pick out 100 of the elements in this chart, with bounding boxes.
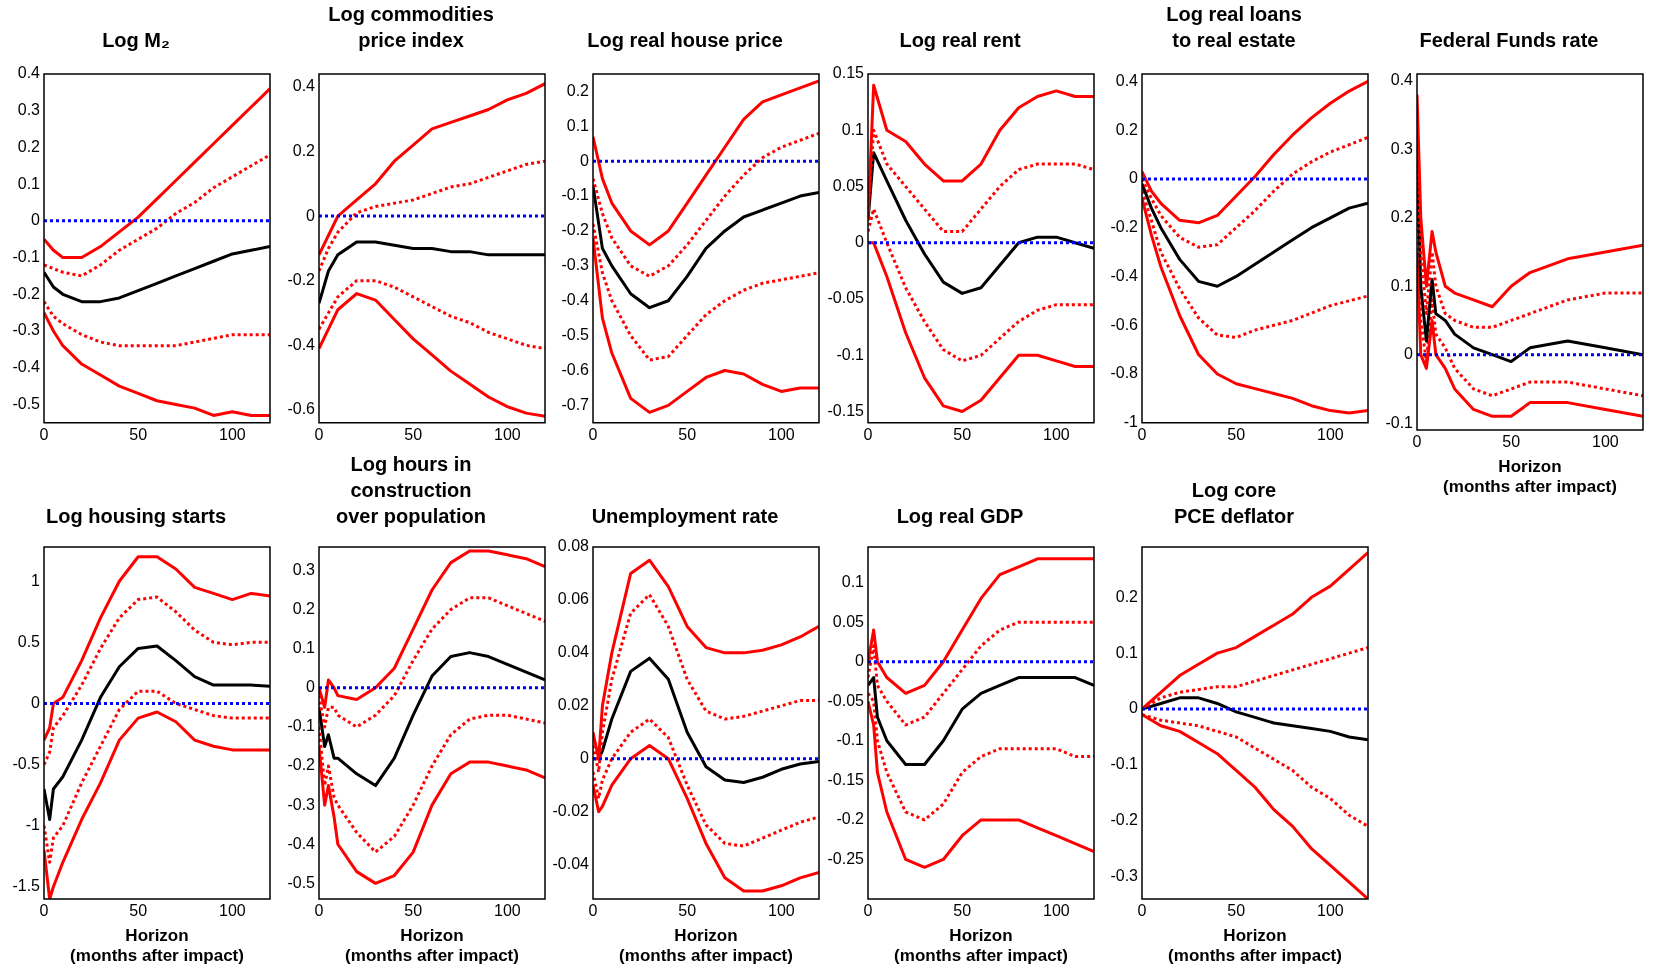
y-tick-label: 0.4 [1115, 71, 1139, 89]
y-tick-label: -0.2 [286, 756, 315, 774]
chart-title: Log housing starts [46, 504, 226, 527]
y-tick-label: -1 [25, 816, 41, 834]
y-tick-label: 0.2 [292, 141, 315, 159]
chart-title: Log commodities price index [327, 2, 494, 51]
y-tick-label: -0.1 [12, 247, 41, 265]
y-tick-label: -0.05 [827, 691, 864, 709]
y-tick-label: 0 [305, 206, 315, 224]
x-tick-label: 50 [952, 902, 971, 920]
x-tick-label: 100 [218, 902, 246, 920]
x-tick-label: 50 [403, 425, 422, 443]
y-tick-label: 0 [1129, 169, 1139, 187]
y-tick-label: -0.2 [1110, 811, 1139, 829]
y-tick-label: -0.15 [827, 401, 864, 419]
y-tick-label: -0.6 [286, 400, 315, 418]
y-tick-label: -0.6 [1110, 315, 1139, 333]
chart-title: Log real GDP [896, 504, 1023, 527]
y-tick-label: 0.2 [1115, 120, 1139, 138]
y-tick-label: 0.06 [557, 590, 590, 608]
y-tick-label: -0.1 [835, 345, 864, 363]
y-tick-label: 0.1 [1390, 276, 1413, 294]
y-tick-label: 0.04 [557, 643, 590, 661]
y-tick-label: 0 [580, 749, 590, 767]
y-tick-label: 0.08 [557, 537, 590, 555]
x-tick-label: 50 [952, 425, 971, 443]
y-tick-label: 0.4 [292, 77, 315, 95]
y-tick-label: -0.1 [561, 186, 590, 204]
y-tick-label: 0.5 [17, 632, 41, 650]
x-axis-title: Horizon (months after impact) [344, 926, 519, 966]
y-tick-label: -0.2 [12, 284, 41, 302]
y-tick-label: 0 [854, 233, 864, 251]
y-tick-label: 0.2 [17, 137, 41, 155]
x-tick-label: 50 [129, 425, 148, 443]
chart-title: Log real house price [587, 28, 783, 51]
y-tick-label: -0.1 [1110, 755, 1139, 773]
y-tick-label: -0.1 [286, 717, 315, 735]
y-tick-label: -0.3 [12, 321, 41, 339]
y-tick-label: 0 [1129, 699, 1139, 717]
y-tick-label: -0.25 [827, 849, 864, 867]
x-tick-label: 50 [1227, 425, 1246, 443]
y-tick-label: -0.4 [286, 834, 315, 852]
chart-title: Log real rent [898, 28, 1021, 51]
y-tick-label: -0.15 [827, 770, 864, 788]
chart-title: Log core PCE deflator [1173, 478, 1295, 527]
y-tick-label: -0.2 [835, 810, 864, 828]
x-tick-label: 50 [678, 425, 697, 443]
y-tick-label: 0.2 [1390, 208, 1413, 226]
y-tick-label: -0.4 [1110, 266, 1139, 284]
y-tick-label: 0.1 [292, 639, 315, 657]
y-tick-label: -0.1 [835, 731, 864, 749]
y-tick-label: 0.2 [566, 81, 590, 99]
y-tick-label: -0.4 [561, 291, 590, 309]
x-axis-title: Horizon (months after impact) [1168, 926, 1342, 966]
x-tick-label: 100 [767, 425, 795, 443]
y-tick-label: -0.4 [12, 358, 41, 376]
x-tick-label: 100 [1316, 425, 1344, 443]
y-tick-label: 0.3 [292, 560, 315, 578]
y-tick-label: -0.3 [561, 256, 590, 274]
chart-title: Unemployment rate [591, 504, 779, 527]
y-tick-label: -0.05 [827, 289, 864, 307]
y-tick-label: -0.4 [286, 335, 315, 353]
y-tick-label: 0 [1403, 345, 1413, 363]
x-axis-title: Horizon (months after impact) [619, 926, 793, 966]
y-tick-label: -0.5 [12, 394, 41, 412]
x-tick-label: 50 [1501, 433, 1520, 451]
y-tick-label: 0.1 [841, 573, 864, 590]
y-tick-label: 0.1 [841, 120, 864, 138]
y-tick-label: -0.2 [1110, 218, 1139, 236]
x-axis-title: Horizon (months after impact) [1442, 457, 1617, 497]
x-axis-title: Horizon (months after impact) [70, 926, 244, 966]
x-tick-label: 100 [1042, 902, 1070, 920]
x-tick-label: 50 [403, 902, 422, 920]
chart-title: Federal Funds rate [1419, 28, 1598, 51]
y-tick-label: -0.6 [561, 360, 590, 378]
y-tick-label: -0.8 [1110, 364, 1139, 382]
x-tick-label: 50 [678, 902, 697, 920]
y-tick-label: -1 [1123, 413, 1139, 431]
y-tick-label: 0.2 [1115, 587, 1139, 605]
y-tick-label: -0.3 [1110, 867, 1139, 885]
y-tick-label: -1.5 [12, 877, 41, 895]
y-tick-label: -0.2 [286, 271, 315, 289]
y-tick-label: -0.3 [286, 795, 315, 813]
chart-title: Log M₂ [102, 28, 170, 51]
y-tick-label: 0 [31, 211, 41, 229]
x-tick-label: 100 [493, 425, 521, 443]
x-axis-title: Horizon (months after impact) [893, 926, 1068, 966]
y-tick-label: 0.1 [566, 116, 590, 134]
y-tick-label: -0.5 [286, 873, 315, 891]
x-tick-label: 100 [493, 902, 521, 920]
y-tick-label: -0.7 [561, 395, 590, 413]
y-tick-label: -0.5 [561, 326, 590, 344]
y-tick-label: -0.1 [1384, 413, 1413, 431]
y-tick-label: -0.5 [12, 754, 41, 772]
y-tick-label: 0.2 [292, 599, 315, 617]
chart-title: Log hours in construction over population [335, 452, 486, 527]
y-tick-label: 0.02 [557, 696, 590, 714]
x-tick-label: 100 [218, 425, 246, 443]
y-tick-label: 0.1 [1115, 643, 1139, 661]
y-tick-label: 0.3 [1390, 139, 1413, 157]
